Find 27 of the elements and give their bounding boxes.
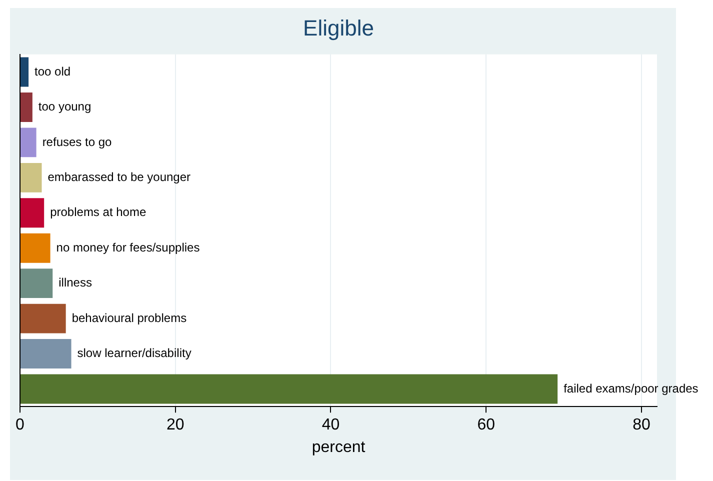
x-tick-label: 0: [16, 416, 25, 434]
y-tick-label: slow learner/disability: [77, 346, 192, 360]
bar: [20, 304, 66, 334]
bar: [20, 268, 53, 298]
y-tick-label: too young: [38, 100, 92, 114]
y-tick-label: no money for fees/supplies: [56, 240, 200, 254]
x-tick-label: 40: [322, 416, 340, 434]
chart-title: Eligible: [303, 15, 374, 40]
x-tick-label: 80: [632, 416, 650, 434]
y-tick-label: embarassed to be younger: [48, 170, 191, 184]
x-axis-title: percent: [312, 438, 366, 456]
y-tick-label: illness: [58, 276, 92, 290]
bar: [20, 339, 72, 368]
bar: [20, 162, 42, 192]
x-tick-label: 20: [166, 416, 184, 434]
bar: [20, 92, 32, 122]
x-tick-label: 60: [477, 416, 496, 434]
bar: [20, 233, 50, 263]
y-tick-label: refuses to go: [42, 134, 112, 149]
bar: [20, 374, 558, 404]
bar: [20, 57, 29, 87]
y-tick-label: too old: [34, 64, 71, 78]
y-tick-label: problems at home: [50, 205, 146, 220]
bar: [20, 128, 36, 158]
bar: [20, 198, 44, 228]
y-tick-label: behavioural problems: [72, 310, 187, 325]
y-tick-label: failed exams/poor grades: [564, 381, 698, 396]
